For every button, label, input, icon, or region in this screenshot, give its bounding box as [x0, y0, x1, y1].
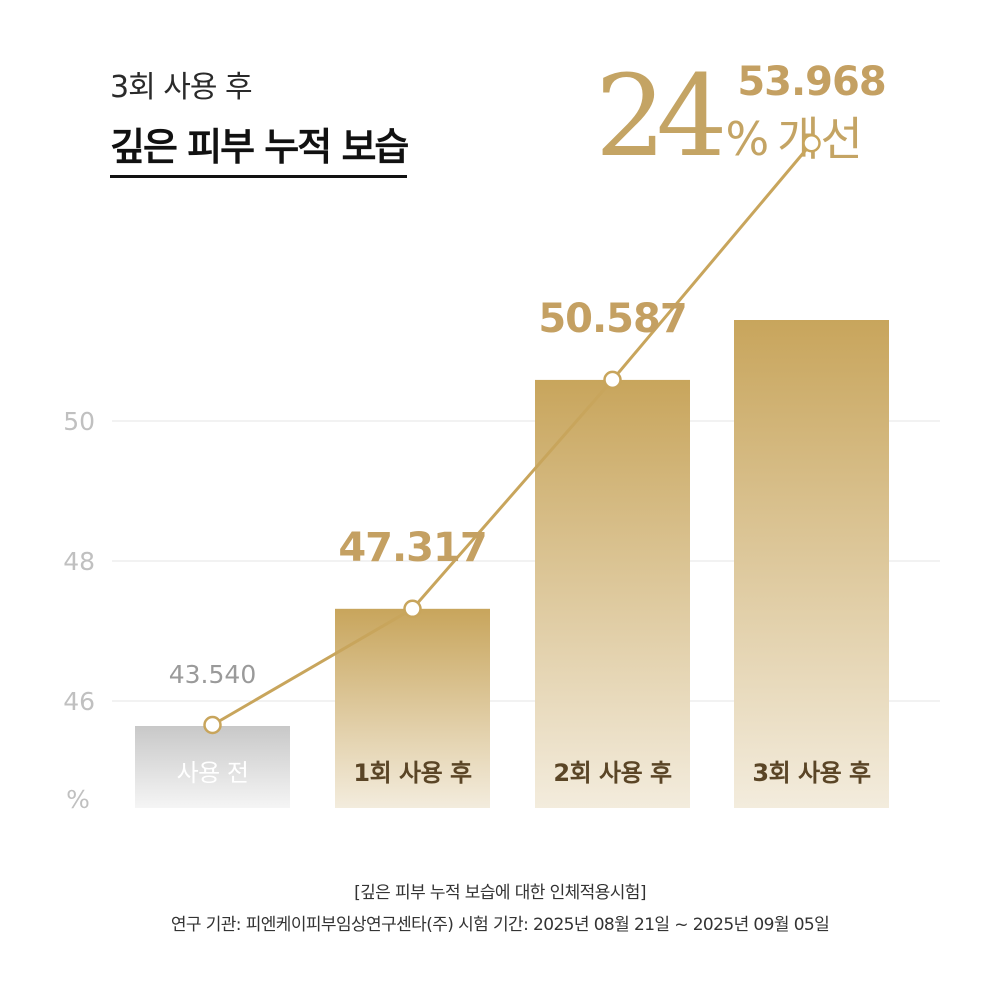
- category-label: 1회 사용 후: [353, 759, 472, 787]
- bar-chart: 46 48 50% 43.540 사용 전 47.317 1회 사용 후 50.587 2회 사…: [63, 59, 940, 814]
- improvement-highlight: 24% 개선: [595, 52, 864, 182]
- data-point: [802, 133, 821, 153]
- value-label: 43.540: [169, 660, 256, 689]
- improvement-word: 개선: [777, 112, 864, 166]
- bar-1: [335, 608, 490, 808]
- bar-3: [734, 320, 889, 808]
- data-point: [203, 715, 222, 735]
- data-point: [403, 599, 422, 619]
- value-label: 47.317: [338, 525, 486, 571]
- y-tick-label: 46: [63, 687, 95, 716]
- label-layer: 46 48 50% 43.540 사용 전 47.317 1회 사용 후 50.587 2회 사…: [63, 59, 886, 814]
- value-label: 53.968: [737, 59, 885, 105]
- improvement-number: 24: [595, 52, 727, 182]
- y-tick-label: 48: [63, 547, 95, 576]
- bar-2: [535, 379, 690, 808]
- category-label: 3회 사용 후: [752, 759, 871, 787]
- trend-line-layer: [203, 133, 821, 735]
- value-label: 50.587: [538, 296, 686, 342]
- footnote-study-details: 연구 기관: 피엔케이피부임상연구센타(주) 시험 기간: 2025년 08월 …: [170, 915, 830, 935]
- subtitle: 3회 사용 후: [110, 70, 253, 105]
- y-tick-label: 50: [63, 407, 95, 436]
- main-title: 깊은 피부 누적 보습: [110, 116, 409, 178]
- bar-baseline: [135, 726, 290, 808]
- footnote-study-title: [깊은 피부 누적 보습에 대한 인체적용시험]: [354, 883, 646, 903]
- data-point: [603, 370, 622, 390]
- trend-line: [211, 142, 813, 727]
- bar-layer: [135, 320, 889, 808]
- y-axis-unit-label: %: [66, 785, 90, 814]
- improvement-percent-symbol: %: [725, 112, 770, 166]
- category-label: 2회 사용 후: [553, 759, 672, 787]
- category-label: 사용 전: [177, 759, 249, 787]
